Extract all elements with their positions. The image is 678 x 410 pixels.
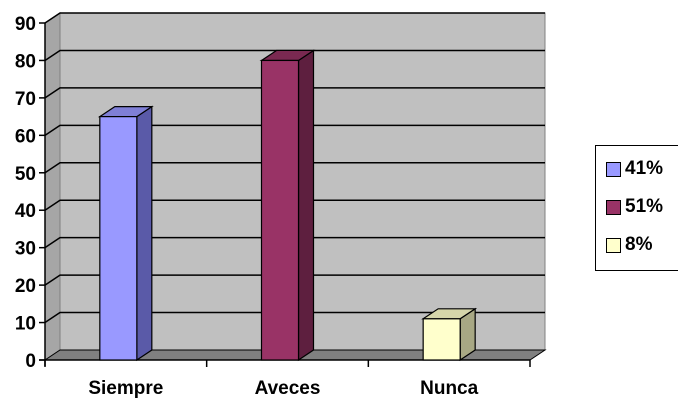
gridline-10 [44,311,545,324]
y-tick-label-70: 70 [15,89,36,110]
gridline-60 [44,124,545,136]
gridline-80 [44,49,545,62]
y-tick-label-0: 0 [25,351,36,372]
gridline-50 [44,162,545,174]
legend-label-1: 41% [625,158,664,179]
y-tick-label-60: 60 [15,126,36,147]
bar-side-aveces [297,49,315,362]
category-label-nunca: Nunca [420,378,479,399]
gridlines [44,12,545,324]
gridline-40 [44,199,545,211]
legend-item-3: 8% [606,234,652,256]
bars [97,49,478,362]
legend-item-1: 41% [606,158,663,180]
y-tick-label-10: 10 [15,314,36,335]
gridline-20 [44,274,545,286]
y-tick-label-90: 90 [15,14,36,35]
y-tick-label-80: 80 [15,51,36,72]
bar-front-aveces [260,59,300,361]
y-tick-label-50: 50 [15,164,36,185]
legend-label-2: 51% [625,196,664,217]
gridline-30 [44,236,545,249]
category-label-aveces: Aveces [255,378,321,399]
bar-front-nunca [422,318,461,361]
legend-swatch-2 [606,199,621,215]
gridline-70 [44,87,545,99]
legend-label-3: 8% [625,234,653,255]
bar-aveces [259,49,316,362]
bar-front-siempre [99,116,138,361]
y-tick-labels: 0 10 20 30 40 50 60 70 80 90 [15,14,36,372]
y-tick-label-30: 30 [15,239,36,260]
legend-swatch-3 [606,237,621,253]
category-labels: Siempre Aveces Nunca [88,378,478,399]
gridline-90 [44,12,545,24]
legend: 41% 51% 8% [595,145,678,271]
y-tick-label-20: 20 [15,276,36,297]
bar-nunca [421,307,478,362]
y-tick-label-40: 40 [15,201,36,222]
bar-side-siempre [136,105,153,362]
plot-side-wall [44,12,61,361]
legend-item-2: 51% [606,196,663,218]
category-label-siempre: Siempre [88,378,163,399]
legend-swatch-1 [606,161,621,177]
bar-siempre [97,105,154,362]
